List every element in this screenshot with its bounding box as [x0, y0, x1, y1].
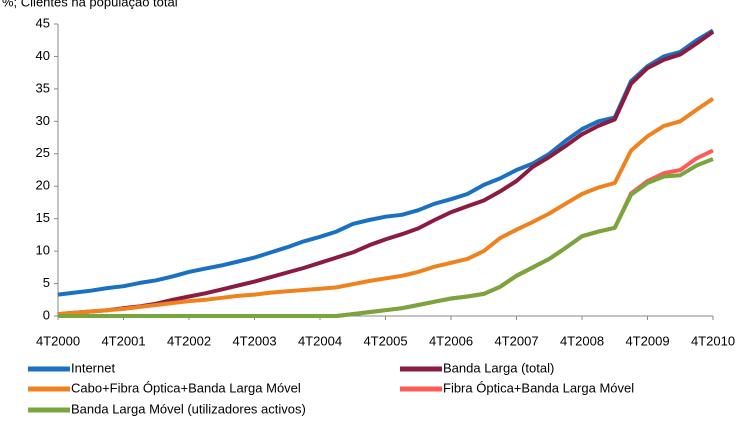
legend-label: Banda Larga Móvel (utilizadores activos): [71, 401, 306, 416]
x-tick-label: 4T2003: [232, 333, 276, 348]
series-line: [57, 30, 715, 317]
x-tick-label: 4T2009: [625, 333, 669, 348]
y-tick-label: 25: [36, 145, 50, 160]
y-tick-label: 15: [36, 210, 50, 225]
legend-label: Internet: [71, 360, 115, 375]
x-tick-label: 4T2007: [494, 333, 538, 348]
y-tick-label: 0: [43, 307, 50, 322]
y-tick-label: 5: [43, 275, 50, 290]
x-tick-label: 4T2001: [101, 333, 145, 348]
series-line: [58, 157, 714, 318]
y-tick-label: 20: [36, 178, 50, 193]
legend-label: Fibra Óptica+Banda Larga Móvel: [443, 380, 634, 395]
y-tick-label: 35: [36, 80, 50, 95]
series-line: [57, 96, 715, 317]
x-tick-label: 4T2005: [363, 333, 407, 348]
x-tick-label: 4T2004: [298, 333, 342, 348]
x-tick-label: 4T2010: [691, 333, 735, 348]
series-line: [57, 28, 715, 297]
legend-label: Cabo+Fibra Óptica+Banda Larga Móvel: [71, 380, 301, 395]
y-tick-label: 10: [36, 243, 50, 258]
series-line: [58, 148, 714, 318]
y-tick-label: 40: [36, 48, 50, 63]
x-tick-label: 4T2000: [36, 333, 80, 348]
x-tick-label: 4T2006: [429, 333, 473, 348]
y-tick-label: 30: [36, 113, 50, 128]
x-tick-label: 4T2002: [167, 333, 211, 348]
y-tick-label: 45: [36, 15, 50, 30]
x-tick-label: 4T2008: [560, 333, 604, 348]
chart-title: %; Clientes na população total: [2, 0, 178, 9]
legend-label: Banda Larga (total): [443, 360, 554, 375]
